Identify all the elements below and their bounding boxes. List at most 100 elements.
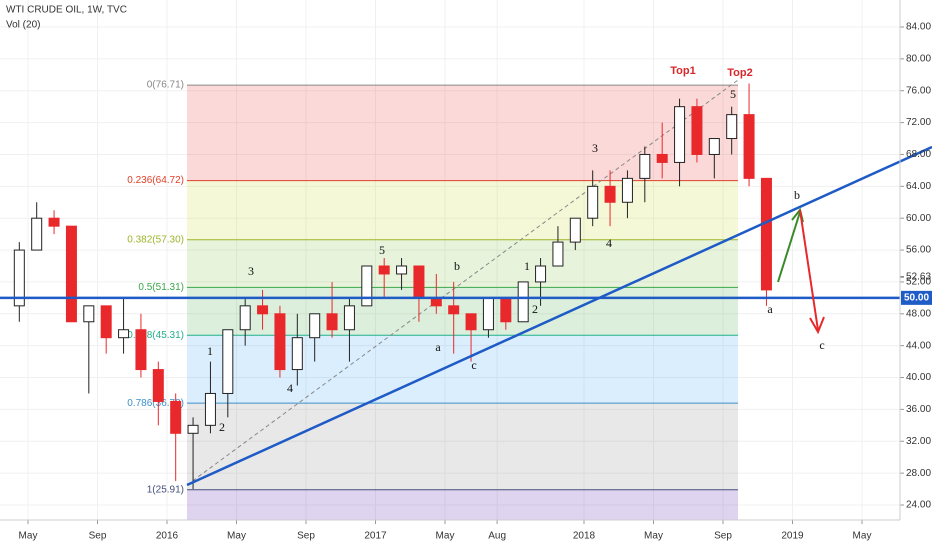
y-tick-label: 40.00	[906, 372, 931, 383]
candle-body	[361, 265, 373, 307]
candle-body	[604, 185, 616, 203]
wave-label: 1	[524, 259, 530, 273]
x-tick-label: May	[19, 531, 38, 542]
y-tick-label: 80.00	[906, 54, 931, 65]
x-tick-label: 2018	[573, 531, 596, 542]
wave-label: 3	[248, 264, 254, 278]
top-layer: 24.00 28.00 32.00 36.00 40.00 44.00 48.00 52.00…	[0, 22, 932, 542]
wave-label: 4	[287, 381, 293, 395]
fib-band	[187, 287, 738, 336]
wave-label: 4	[606, 236, 612, 250]
x-tick-label: 2016	[156, 531, 179, 542]
candle-body	[204, 392, 216, 426]
fib-band	[187, 239, 738, 288]
y-tick-label: 32.00	[906, 436, 931, 447]
wave-label: b	[454, 259, 460, 273]
x-tick-label: May	[853, 531, 872, 542]
candle-body	[152, 369, 164, 402]
y-tick-label: 76.00	[906, 85, 931, 96]
candle-body	[309, 313, 321, 339]
wave-label: c	[819, 338, 824, 352]
wave-label: 1	[207, 344, 213, 358]
wave-label: 2	[532, 302, 538, 316]
candle-body	[726, 114, 738, 140]
candle-body	[378, 265, 390, 275]
y-tick-label: 24.00	[906, 500, 931, 511]
y-tick-label: 60.00	[906, 213, 931, 224]
y-tick-label: 44.00	[906, 340, 931, 351]
y-tick-label: 56.00	[906, 245, 931, 256]
price-label: 50.00	[904, 293, 929, 304]
candle-body	[621, 177, 633, 203]
candle-body	[639, 153, 651, 179]
candle-body	[517, 281, 529, 323]
candle-body	[100, 305, 112, 339]
candle-body	[170, 400, 182, 434]
chart-title: WTI CRUDE OIL, 1W, TVC	[6, 5, 127, 16]
candle-body	[48, 217, 60, 227]
candle-body	[656, 153, 668, 163]
wave-label: a	[767, 302, 773, 316]
fib-band	[187, 489, 738, 520]
trend-line	[186, 145, 932, 487]
arrow-down-head	[809, 316, 825, 335]
candle-body	[674, 106, 686, 163]
wave-label: b	[794, 188, 800, 202]
fib-band	[187, 85, 738, 181]
y-tick-label: 68.00	[906, 149, 931, 160]
y-tick-label: 84.00	[906, 22, 931, 33]
candle-body	[569, 217, 581, 243]
candle-body	[396, 265, 408, 275]
candle-body	[326, 313, 338, 331]
last-price-label: 52.63	[906, 272, 931, 283]
arrow-down	[799, 209, 819, 331]
y-tick-label: 52.00	[906, 277, 931, 288]
y-tick-label: 48.00	[906, 308, 931, 319]
x-tick-label: May	[227, 531, 246, 542]
candle-body	[552, 241, 564, 267]
candle-body	[743, 114, 755, 179]
wave-label: 5	[379, 243, 385, 257]
candle-body	[535, 265, 547, 283]
background-layer	[0, 0, 900, 520]
arrow-up	[777, 211, 801, 283]
fib-band	[187, 180, 738, 240]
candle-body	[187, 424, 199, 434]
candle-body	[83, 305, 95, 323]
wave-label: Top1	[670, 65, 695, 77]
wave-label: 3	[592, 141, 598, 155]
fib-label: 0.382(57.30)	[127, 234, 184, 245]
x-tick-label: Sep	[89, 531, 107, 542]
candle-body	[239, 305, 251, 331]
candle-body	[343, 305, 355, 331]
candle-body	[135, 329, 147, 371]
x-tick-label: Sep	[297, 531, 315, 542]
chart-subtitle: Vol (20)	[6, 20, 40, 31]
candle-body	[118, 329, 130, 339]
candle-body	[500, 297, 512, 323]
fib-label: 0.236(64.72)	[127, 175, 184, 186]
wave-label: Top2	[727, 67, 752, 79]
candle-body	[482, 297, 494, 331]
fib-band	[187, 335, 738, 404]
fib-label: 0.5(51.31)	[138, 282, 184, 293]
y-tick-label: 28.00	[906, 468, 931, 479]
candles-layer	[13, 83, 772, 490]
candle-body	[274, 313, 286, 371]
fib-label: 0.618(45.31)	[127, 330, 184, 341]
y-tick-label: 64.00	[906, 181, 931, 192]
wave-label: 5	[730, 87, 736, 101]
x-tick-label: 2017	[364, 531, 387, 542]
fib-label: 1(25.91)	[147, 484, 184, 495]
x-tick-label: Aug	[488, 531, 506, 542]
x-tick-label: Sep	[714, 531, 732, 542]
candle-body	[587, 185, 599, 219]
candle-body	[691, 106, 703, 155]
candle-body	[65, 225, 77, 323]
wave-label: 2	[219, 420, 225, 434]
candle-body	[760, 177, 772, 291]
price-label-box	[901, 290, 932, 305]
y-tick-label: 36.00	[906, 404, 931, 415]
candle-body	[257, 305, 269, 315]
